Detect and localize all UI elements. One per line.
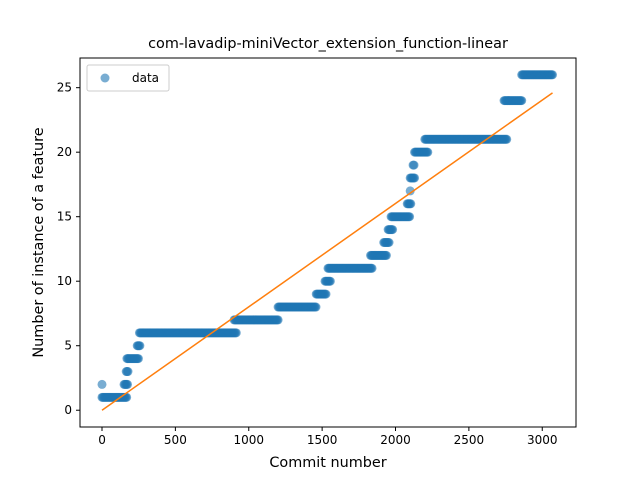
y-tick-label: 5 xyxy=(64,339,72,353)
y-tick-label: 20 xyxy=(57,145,72,159)
x-axis-label: Commit number xyxy=(269,455,386,471)
data-point xyxy=(325,276,335,286)
data-point xyxy=(405,186,415,196)
data-point xyxy=(381,250,391,260)
x-axis: 0 500 1000 1500 2000 2500 3000 xyxy=(98,427,558,447)
chart-title: com-lavadip-miniVector_extension_functio… xyxy=(148,36,508,52)
y-tick-label: 25 xyxy=(57,81,72,95)
data-point xyxy=(502,134,512,144)
data-point xyxy=(384,238,394,247)
data-point xyxy=(135,341,145,351)
data-point xyxy=(123,379,133,389)
legend-label-data: data xyxy=(132,71,159,85)
legend-box xyxy=(86,64,170,92)
x-tick-label: 0 xyxy=(98,433,106,447)
y-tick-label: 10 xyxy=(57,274,72,288)
data-point xyxy=(405,212,415,222)
x-tick-label: 3000 xyxy=(527,433,558,447)
axes-frame xyxy=(79,57,577,428)
y-tick-label: 0 xyxy=(64,403,72,417)
plot-area xyxy=(97,70,558,411)
y-axis-label: Number of instance of a feature xyxy=(31,127,47,357)
data-point xyxy=(133,354,143,364)
fit-line xyxy=(101,92,553,411)
data-point xyxy=(409,160,419,170)
data-point xyxy=(388,225,398,235)
data-point xyxy=(97,379,107,389)
x-tick-label: 2500 xyxy=(454,433,485,447)
data-point xyxy=(406,199,416,209)
legend: data xyxy=(86,64,170,92)
data-point xyxy=(423,147,433,157)
y-tick-label: 15 xyxy=(57,210,72,224)
x-tick-label: 1500 xyxy=(307,433,338,447)
y-axis: 0 5 10 15 20 25 xyxy=(57,81,80,417)
data-point xyxy=(548,70,558,80)
data-point xyxy=(517,96,527,106)
data-point xyxy=(273,315,283,325)
x-tick-label: 1000 xyxy=(233,433,264,447)
x-tick-label: 2000 xyxy=(380,433,411,447)
data-point xyxy=(311,302,321,312)
legend-marker xyxy=(100,73,110,83)
data-point xyxy=(367,263,377,273)
x-tick-label: 500 xyxy=(164,433,187,447)
data-point xyxy=(321,289,331,299)
data-point xyxy=(410,173,420,183)
data-point xyxy=(231,328,241,338)
data-point xyxy=(123,367,133,377)
